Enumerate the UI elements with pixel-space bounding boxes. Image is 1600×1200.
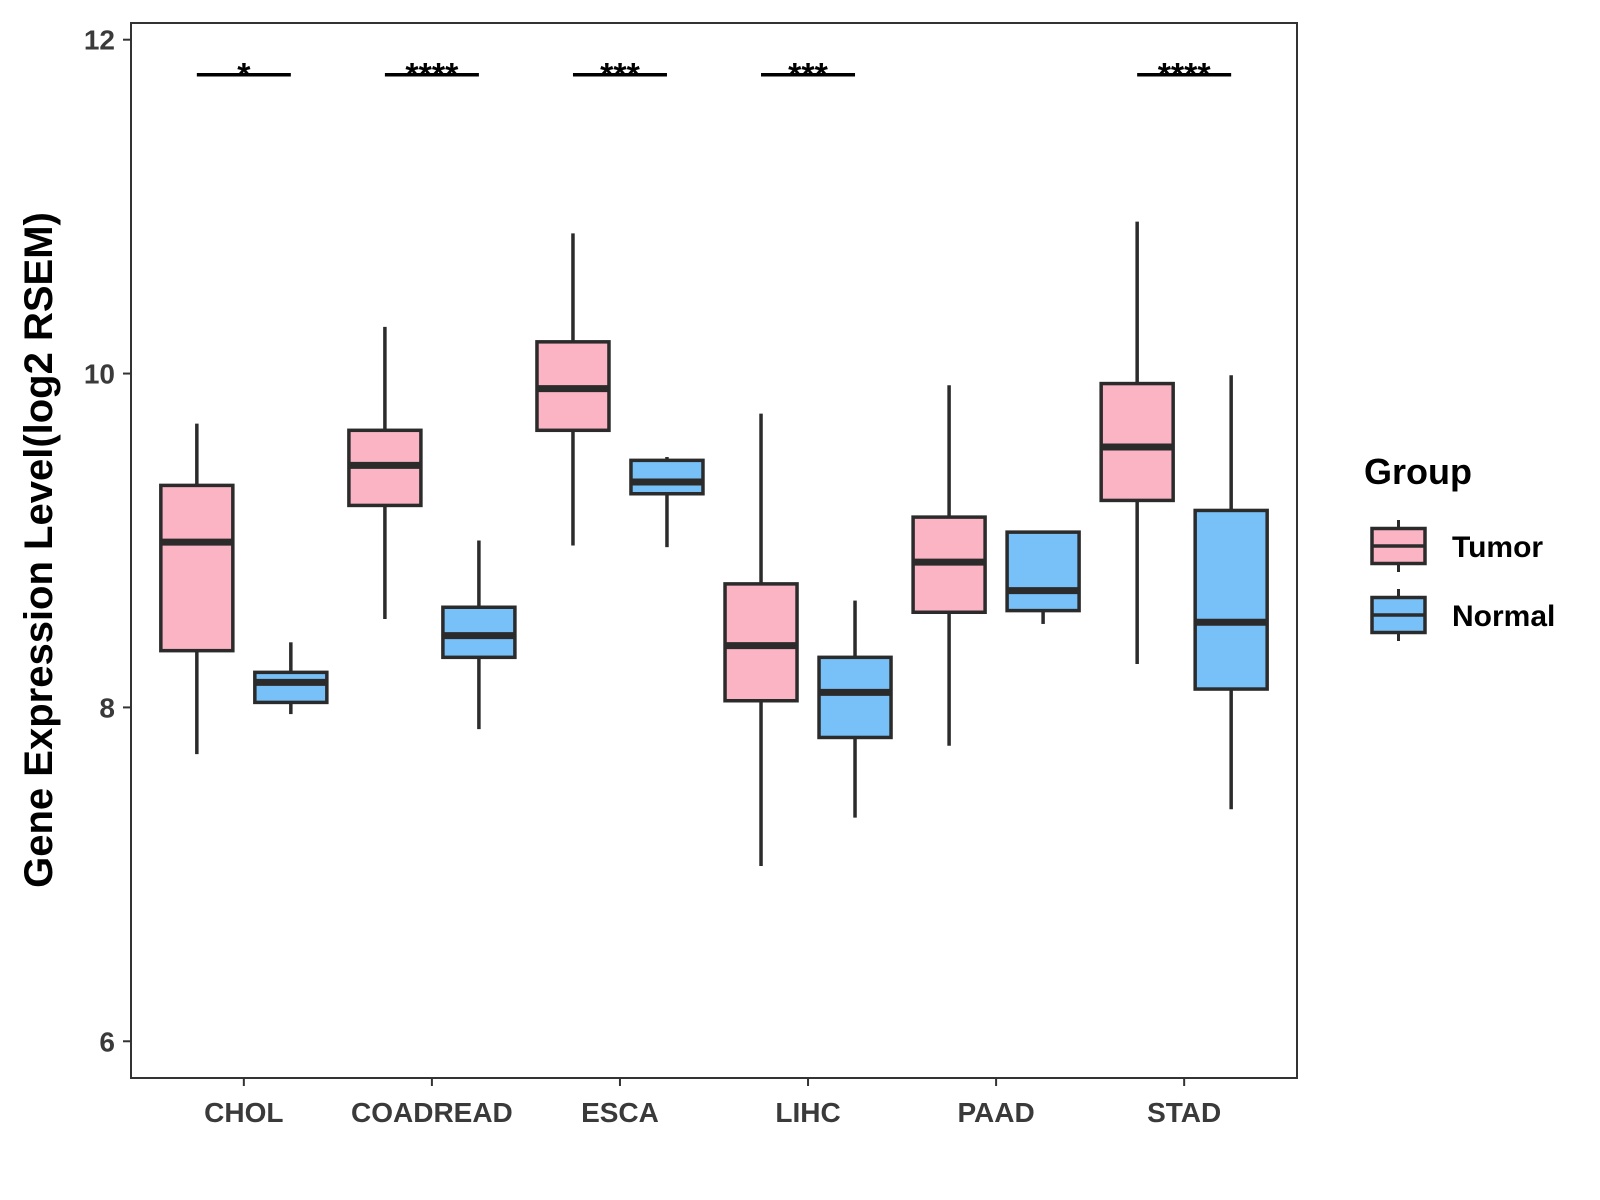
box-paad-normal [1005,530,1081,613]
boxes-layer [159,221,1269,866]
x-tick-label-coadread: COADREAD [351,1097,513,1128]
y-axis-title: Gene Expression Level(log2 RSEM) [17,212,61,888]
y-tick-label-12: 12 [84,25,115,56]
plot-panel-border [130,22,1298,1079]
x-axis: CHOL COADREAD ESCA LIHC PAAD STAD [204,1078,1221,1128]
significance-label-esca: *** [600,57,640,95]
box-stad-normal [1193,508,1269,691]
x-tick-label-chol: CHOL [204,1097,283,1128]
x-tick-label-stad: STAD [1147,1097,1221,1128]
significance-label-chol: * [237,57,251,95]
significance-label-stad: **** [1158,57,1212,95]
significance-layer: * **** *** *** **** [196,57,1232,95]
y-tick-label-6: 6 [99,1026,115,1057]
x-tick-label-esca: ESCA [581,1097,659,1128]
significance-label-lihc: *** [788,57,828,95]
x-tick-label-paad: PAAD [957,1097,1034,1128]
legend: Group Tumor Normal [1364,451,1555,641]
significance-label-coadread: **** [405,57,459,95]
box-chol-tumor [159,483,235,653]
y-axis: 6 8 10 12 [84,25,131,1057]
box-esca-normal [629,458,705,496]
box-lihc-normal [817,655,893,740]
legend-title: Group [1364,451,1472,492]
legend-label-tumor: Tumor [1452,531,1543,564]
box-chol-normal [253,670,329,705]
x-tick-label-lihc: LIHC [775,1097,840,1128]
y-tick-label-8: 8 [99,692,115,723]
legend-label-normal: Normal [1452,600,1555,633]
y-tick-label-10: 10 [84,359,115,390]
box-stad-tumor [1099,381,1175,503]
